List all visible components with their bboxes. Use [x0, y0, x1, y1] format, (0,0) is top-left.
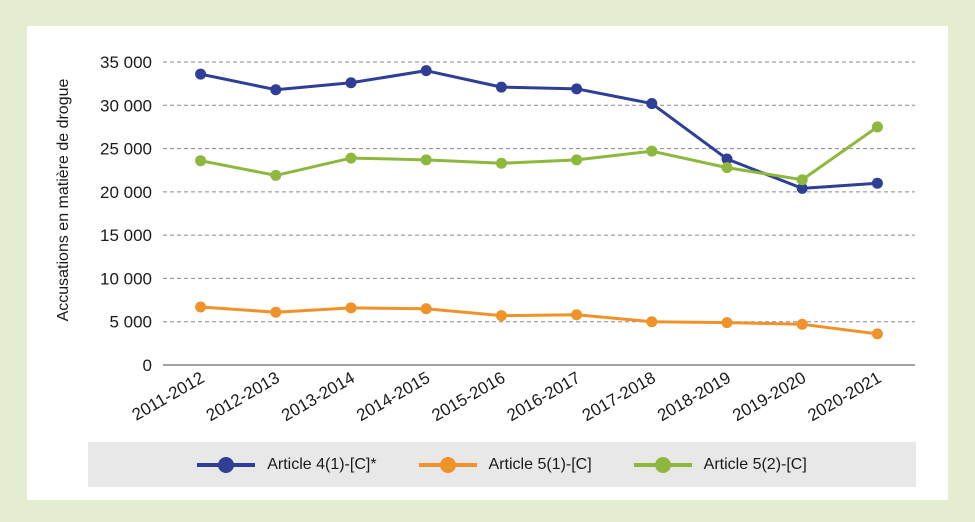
x-tick-label: 2017-2018	[579, 368, 659, 425]
x-axis-ticks: 2011-20122012-20132013-20142014-20152015…	[129, 368, 885, 425]
x-tick-label: 2018-2019	[654, 368, 734, 425]
data-point	[270, 84, 282, 96]
data-point	[646, 316, 658, 328]
x-tick-label: 2011-2012	[129, 368, 208, 424]
data-point	[345, 77, 357, 89]
data-point	[721, 153, 733, 165]
data-point	[420, 154, 432, 166]
legend-swatch-article-5-2	[633, 456, 692, 473]
legend-swatch-article-5-1	[418, 456, 477, 473]
y-tick-label: 10 000	[100, 269, 152, 288]
legend-item-article-5-1: Article 5(1)-[C]	[418, 455, 592, 474]
data-point	[871, 328, 883, 340]
legend-label: Article 5(1)-[C]	[488, 455, 592, 473]
data-point	[571, 309, 583, 321]
x-tick-label: 2015-2016	[428, 368, 508, 425]
legend-swatch-article-4-1	[197, 456, 256, 473]
series-line-1	[200, 305, 878, 336]
data-point	[495, 157, 507, 169]
data-point	[721, 317, 733, 329]
grid-lines	[163, 61, 915, 366]
y-tick-label: 35 000	[100, 53, 152, 72]
data-point	[796, 318, 808, 330]
series-line-2	[200, 125, 879, 182]
data-point	[195, 155, 207, 167]
legend-label: Article 4(1)-[C]*	[267, 455, 377, 473]
data-point	[571, 83, 583, 95]
data-point	[871, 121, 883, 133]
data-point	[571, 154, 583, 166]
data-point	[195, 301, 207, 313]
legend-item-article-4-1: Article 4(1)-[C]*	[197, 455, 377, 474]
data-point	[420, 303, 432, 315]
data-point	[495, 81, 507, 93]
y-axis-label: Accusations en matière de drogue	[55, 78, 72, 321]
data-point	[345, 152, 357, 164]
data-point	[796, 182, 808, 194]
data-point	[646, 98, 658, 110]
y-tick-label: 5 000	[109, 313, 152, 332]
data-point	[871, 177, 883, 189]
y-axis-ticks: 0 5 000 10 000 15 000 20 000 25 000 30 000 35 0…	[100, 53, 152, 375]
y-tick-label: 20 000	[100, 183, 152, 202]
data-point	[195, 68, 207, 80]
y-tick-label: 25 000	[100, 140, 152, 159]
data-point	[270, 169, 282, 181]
data-point	[345, 302, 357, 314]
data-point	[420, 65, 432, 77]
y-tick-label: 30 000	[100, 96, 152, 115]
y-tick-label: 15 000	[100, 226, 152, 245]
data-point	[796, 174, 808, 186]
x-tick-label: 2014-2015	[353, 368, 433, 425]
y-tick-label: 0	[143, 356, 152, 375]
x-tick-label: 2019-2020	[729, 368, 809, 425]
data-point	[495, 310, 507, 322]
legend-label: Article 5(2)-[C]	[703, 455, 807, 473]
series-group	[195, 65, 883, 340]
legend: Article 4(1)-[C]* Article 5(1)-[C] Artic…	[88, 442, 916, 487]
x-tick-label: 2012-2013	[203, 368, 283, 425]
data-point	[270, 306, 282, 318]
x-tick-label: 2016-2017	[504, 368, 584, 425]
x-tick-label: 2013-2014	[278, 368, 358, 425]
x-tick-label: 2020-2021	[804, 368, 884, 425]
legend-item-article-5-2: Article 5(2)-[C]	[633, 455, 807, 474]
data-point	[721, 162, 733, 174]
data-point	[646, 145, 658, 157]
